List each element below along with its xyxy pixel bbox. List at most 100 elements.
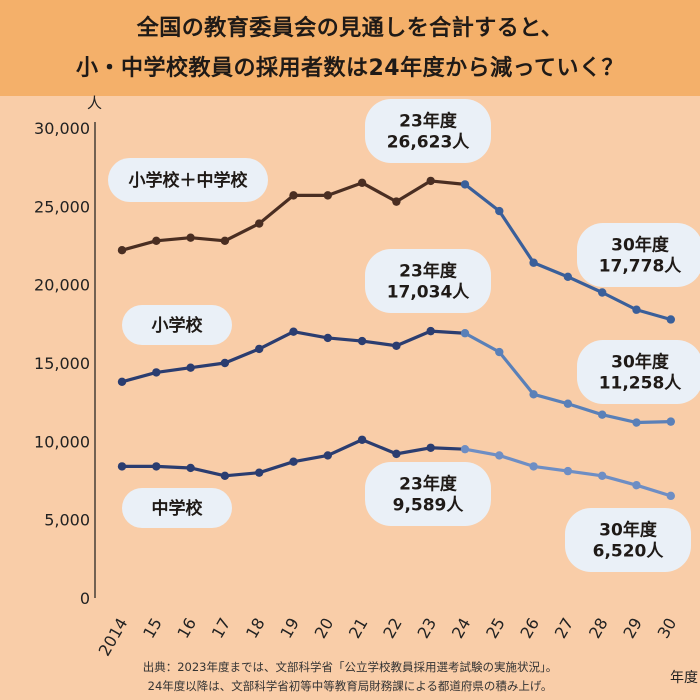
annotation-bubble-shape	[577, 223, 700, 287]
data-point-junior	[666, 491, 675, 501]
series-label-junior-shape	[122, 488, 232, 528]
data-point-junior	[392, 449, 401, 459]
data-point-junior	[323, 451, 332, 460]
y-tick-label: 0	[80, 589, 90, 608]
series-label-total: 小学校＋中学校	[108, 158, 268, 202]
data-point-total	[563, 272, 573, 282]
data-point-total	[117, 246, 127, 255]
data-point-junior	[529, 462, 538, 471]
data-point-total	[220, 236, 230, 245]
data-point-junior	[598, 471, 607, 480]
data-point-elementary	[460, 329, 470, 338]
data-point-junior	[220, 471, 230, 480]
data-point-junior	[255, 468, 264, 477]
x-tick-label: 29	[619, 615, 646, 642]
annotation-bubble-shape	[365, 462, 491, 526]
annotation-bubble-text: 23年度	[399, 261, 458, 282]
data-point-junior	[152, 462, 161, 471]
data-point-total	[289, 191, 298, 200]
source-note-line-2: 24年度以降は、文部科学省初等中等教育局財務課による都道府県の積み上げ。	[147, 679, 553, 693]
x-tick-label: 18	[242, 615, 269, 642]
data-point-total	[598, 288, 607, 297]
data-point-junior	[357, 435, 367, 444]
data-point-junior	[186, 463, 195, 473]
data-point-total	[323, 191, 332, 200]
data-point-junior	[460, 444, 470, 454]
x-tick-label: 24	[448, 615, 475, 642]
x-tick-label: 16	[173, 615, 200, 642]
data-point-total	[186, 233, 195, 242]
data-point-total	[495, 206, 504, 216]
series-label-total-text: 小学校＋中学校	[129, 170, 249, 191]
x-tick-label: 30	[654, 615, 681, 642]
data-point-junior	[563, 466, 573, 476]
data-point-total	[632, 305, 641, 314]
x-tick-label: 23	[414, 615, 441, 642]
annotation-bubble-text: 11,258人	[599, 374, 683, 394]
data-point-elementary	[632, 418, 641, 427]
series-label-junior: 中学校	[122, 488, 232, 528]
data-point-elementary	[255, 344, 264, 354]
data-point-elementary	[392, 341, 401, 350]
data-point-total	[392, 197, 401, 206]
data-point-junior	[289, 457, 298, 466]
x-tick-label: 26	[516, 615, 543, 642]
annotation-bubble-text: 17,778人	[599, 257, 683, 277]
x-tick-label: 2014	[95, 615, 132, 660]
x-tick-label: 20	[311, 615, 338, 642]
annotation-bubble-text: 23年度	[399, 111, 458, 132]
data-point-junior	[495, 451, 504, 460]
y-tick-label: 20,000	[34, 276, 90, 295]
data-point-elementary	[598, 410, 607, 419]
x-tick-label: 19	[276, 615, 303, 642]
data-point-total	[255, 219, 264, 228]
x-tick-label: 17	[208, 615, 235, 642]
series-label-junior-text: 中学校	[152, 498, 204, 519]
annotation-bubble-text: 17,034人	[387, 283, 471, 303]
series-label-elementary-text: 小学校	[152, 315, 204, 336]
y-tick-label: 10,000	[34, 432, 90, 451]
data-point-total	[460, 180, 470, 189]
y-axis-unit-label: 人	[87, 94, 102, 112]
y-tick-label: 25,000	[34, 197, 90, 216]
data-point-elementary	[495, 347, 504, 357]
x-tick-label: 25	[482, 615, 509, 642]
data-point-total	[357, 178, 367, 188]
data-point-elementary	[220, 358, 230, 368]
chart-title-line-1: 全国の教育委員会の見通しを合計すると、	[136, 16, 564, 41]
data-point-elementary	[666, 417, 675, 426]
annotation-bubble-text: 9,589人	[393, 496, 465, 516]
header-banner	[0, 0, 700, 96]
data-point-total	[666, 315, 675, 324]
data-point-total	[152, 236, 161, 245]
data-point-junior	[426, 443, 435, 452]
annotation-bubble-shape	[577, 340, 700, 404]
y-tick-label: 30,000	[34, 119, 90, 138]
annotation-bubble-text: 30年度	[599, 520, 658, 541]
data-point-total	[529, 258, 538, 267]
data-point-elementary	[152, 368, 161, 377]
data-point-elementary	[529, 390, 538, 399]
series-label-elementary-shape	[122, 305, 232, 345]
data-point-elementary	[289, 327, 298, 336]
data-point-elementary	[117, 377, 127, 386]
annotation-bubble-text: 26,623人	[387, 133, 471, 153]
data-point-junior	[117, 462, 127, 471]
x-tick-label: 22	[379, 615, 406, 642]
series-label-total-shape	[108, 158, 268, 202]
annotation-bubble-text: 23年度	[399, 474, 458, 495]
annotation-bubble-shape	[365, 99, 491, 163]
annotation-bubble-shape	[365, 249, 491, 313]
series-label-elementary: 小学校	[122, 305, 232, 345]
annotation-bubble-shape	[565, 508, 691, 572]
data-point-junior	[632, 481, 641, 490]
x-axis-unit-label: 年度	[670, 670, 698, 686]
data-point-elementary	[186, 363, 195, 372]
chart-title-line-2: 小・中学校教員の採用者数は24年度から減っていく？	[75, 56, 625, 81]
